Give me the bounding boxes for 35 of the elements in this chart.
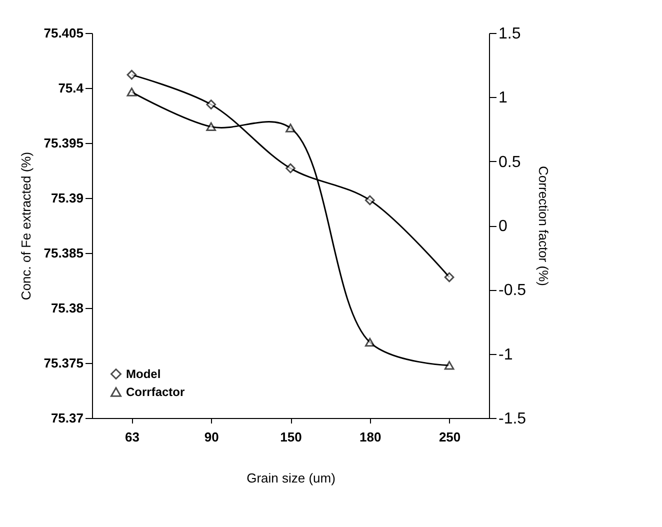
point [364, 338, 375, 347]
y2-tick-label: 0.5 [498, 154, 521, 171]
y2-tick-label: -1.5 [498, 410, 526, 428]
x-tick-label: 150 [280, 430, 302, 444]
x-tick-label: 180 [360, 430, 382, 444]
y2-axis-title: Correction factor (%) [536, 166, 552, 286]
y-tick-label: 75.39 [50, 190, 84, 206]
point [286, 163, 296, 174]
legend-label: Corrfactor [126, 385, 186, 399]
point [206, 122, 216, 132]
point [364, 195, 375, 206]
x-tick-label: 63 [124, 430, 140, 444]
point [126, 70, 137, 80]
x-axis-title: Grain size (um) [246, 470, 336, 486]
x-tick-label: 250 [438, 430, 461, 444]
point [286, 124, 296, 132]
y2-tick-label: 1.5 [498, 26, 521, 42]
y-tick-label: 75.385 [44, 246, 84, 260]
point [126, 88, 137, 96]
point [444, 361, 454, 370]
y2-tick-label: -1 [498, 346, 513, 364]
y-tick-label: 75.375 [44, 356, 84, 370]
point [444, 272, 454, 282]
point [206, 100, 216, 110]
y2-tick-label: -0.5 [498, 282, 526, 300]
y-tick-label: 75.395 [44, 136, 84, 150]
y2-tick-label: 0 [498, 218, 508, 235]
y2-tick-label: 1 [498, 90, 508, 107]
x-tick-label: 90 [204, 430, 219, 444]
y-tick-label: 75.4 [58, 80, 84, 96]
y-tick-label: 75.37 [50, 410, 84, 426]
y-tick-label: 75.405 [44, 26, 84, 40]
legend-label: Model [126, 367, 161, 381]
y-axis-title: Conc. of Fe extracted (%) [18, 152, 34, 300]
y-tick-label: 75.38 [50, 300, 84, 316]
